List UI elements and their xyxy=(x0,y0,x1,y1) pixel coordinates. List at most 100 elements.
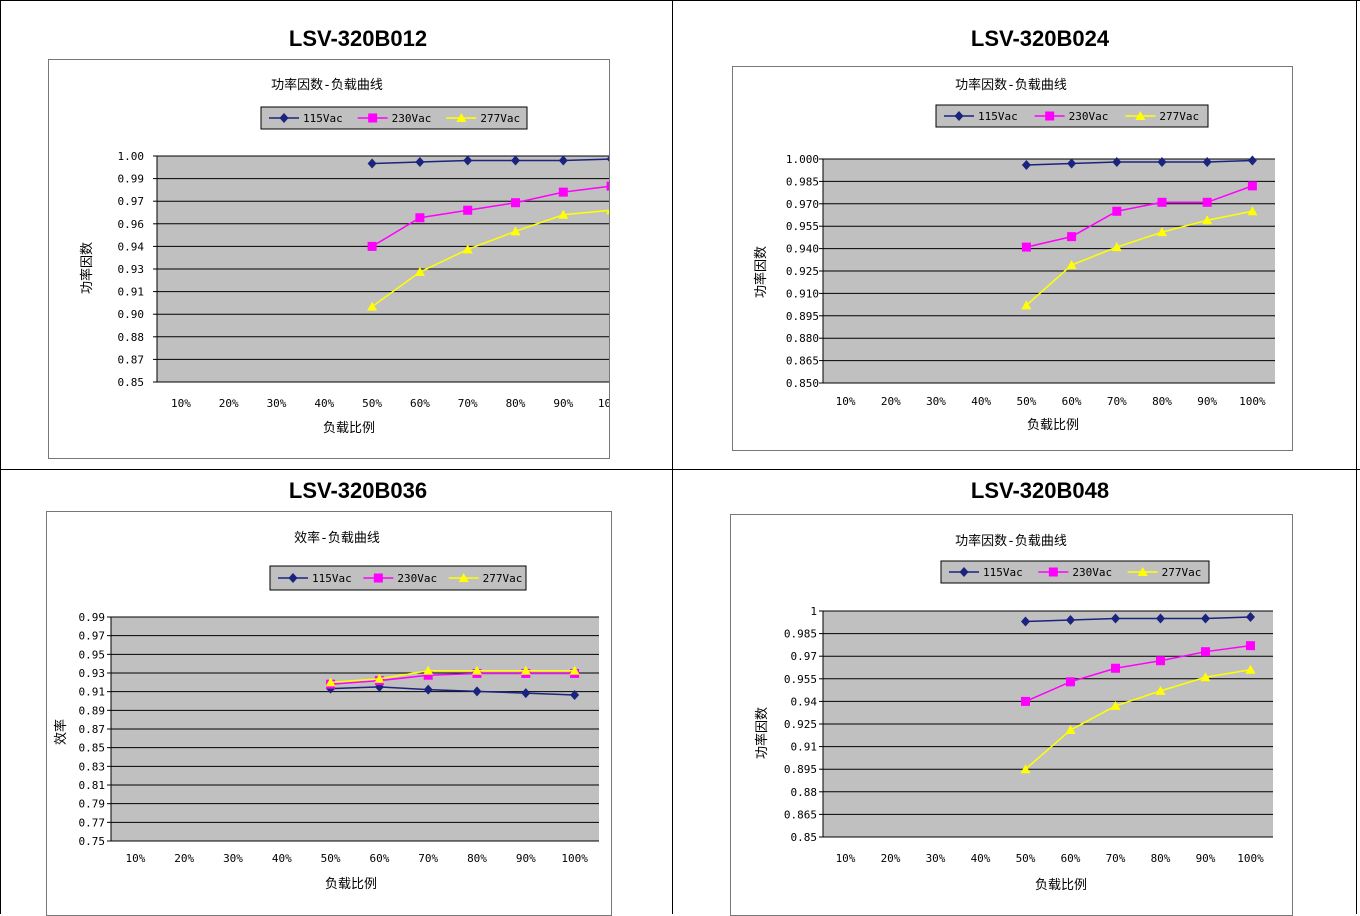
x-tick-label: 10% xyxy=(836,852,856,865)
data-point-230Vac xyxy=(1067,232,1077,242)
x-axis-label: 负载比例 xyxy=(1035,878,1087,893)
y-tick-label: 0.94 xyxy=(118,240,145,253)
x-tick-label: 50% xyxy=(362,397,382,410)
data-point-230Vac xyxy=(415,213,425,223)
data-point-277Vac xyxy=(423,665,434,675)
x-tick-label: 100% xyxy=(1239,395,1266,408)
data-point-115Vac xyxy=(472,686,482,697)
legend-label-115Vac: 115Vac xyxy=(303,112,343,125)
data-point-230Vac xyxy=(1246,641,1255,651)
data-point-277Vac xyxy=(1066,260,1077,270)
y-tick-label: 0.93 xyxy=(118,263,145,276)
x-tick-label: 40% xyxy=(971,852,991,865)
series-line-277Vac xyxy=(330,670,575,684)
y-tick-label: 0.91 xyxy=(118,286,145,299)
x-tick-label: 100% xyxy=(1237,852,1264,865)
x-tick-label: 10% xyxy=(125,852,145,865)
x-tick-label: 30% xyxy=(267,397,287,410)
x-tick-label: 60% xyxy=(1061,852,1081,865)
x-tick-label: 90% xyxy=(1196,852,1216,865)
legend-marker-115Vac xyxy=(959,567,969,577)
y-tick-label: 0.93 xyxy=(79,667,106,680)
data-point-230Vac xyxy=(511,198,520,208)
data-point-277Vac xyxy=(374,673,385,683)
data-point-277Vac xyxy=(1202,215,1213,225)
x-tick-label: 50% xyxy=(1016,395,1036,408)
x-tick-label: 10% xyxy=(836,395,856,408)
data-point-115Vac xyxy=(1067,158,1077,169)
legend-box xyxy=(260,106,528,130)
legend-marker-277Vac xyxy=(458,573,469,582)
data-point-115Vac xyxy=(1157,156,1167,167)
x-tick-label: 100% xyxy=(561,852,588,865)
data-point-230Vac xyxy=(423,670,433,680)
data-point-230Vac xyxy=(1201,647,1210,657)
x-tick-label: 80% xyxy=(467,852,487,865)
chart-svg-4: 功率因数-负载曲线 115Vac 230Vac 277Vac 0.85 0.865 0.88… xyxy=(754,533,1273,893)
legend-label-230Vac: 230Vac xyxy=(1069,110,1109,123)
y-tick-label: 0.75 xyxy=(79,835,106,848)
x-tick-label: 20% xyxy=(174,852,194,865)
x-tick-label: 80% xyxy=(506,397,526,410)
y-tick-label: 0.940 xyxy=(786,243,819,256)
data-point-230Vac xyxy=(1156,656,1165,666)
y-tick-label: 1.000 xyxy=(786,153,819,166)
y-tick-label: 0.79 xyxy=(79,798,106,811)
data-point-230Vac xyxy=(1066,677,1075,687)
x-tick-label: 20% xyxy=(219,397,239,410)
x-tick-label: 40% xyxy=(971,395,991,408)
y-axis-label: 功率因数 xyxy=(754,707,770,759)
data-point-230Vac xyxy=(367,241,377,251)
data-point-230Vac xyxy=(1247,181,1257,191)
y-tick-label: 0.81 xyxy=(79,779,106,792)
x-tick-label: 70% xyxy=(418,852,438,865)
x-tick-label: 30% xyxy=(926,852,946,865)
data-point-115Vac xyxy=(463,155,473,166)
series-line-230Vac xyxy=(1025,644,1251,703)
series-line-277Vac xyxy=(371,209,609,308)
data-point-115Vac xyxy=(558,155,568,166)
data-point-277Vac xyxy=(520,665,531,675)
data-point-230Vac xyxy=(1021,696,1030,706)
y-tick-label: 0.89 xyxy=(79,704,106,717)
chart-title: 效率-负载曲线 xyxy=(294,530,380,546)
x-tick-label: 70% xyxy=(1106,852,1126,865)
y-tick-label: 0.85 xyxy=(79,742,106,755)
data-point-277Vac xyxy=(414,267,425,277)
y-tick-label: 1 xyxy=(810,605,817,618)
y-tick-label: 0.865 xyxy=(786,355,819,368)
y-tick-label: 0.97 xyxy=(79,630,106,643)
y-tick-label: 0.96 xyxy=(118,218,145,231)
data-point-115Vac xyxy=(415,157,425,168)
data-point-277Vac xyxy=(1021,300,1032,310)
legend-label-277Vac: 277Vac xyxy=(1159,110,1199,123)
x-axis-label: 负载比例 xyxy=(325,877,377,892)
series-line-115Vac xyxy=(1026,159,1253,166)
chart-svg-3: 效率-负载曲线 115Vac 230Vac 277Vac 0.75 0.77 0.79 0.8… xyxy=(53,530,599,892)
x-tick-label: 90% xyxy=(1197,395,1217,408)
legend-label-115Vac: 115Vac xyxy=(312,572,352,585)
data-point-115Vac xyxy=(1066,615,1075,626)
data-point-277Vac xyxy=(1157,227,1167,237)
model-header-4: LSV-320B048 xyxy=(970,478,1110,503)
x-tick-label: 70% xyxy=(458,397,478,410)
series-line-115Vac xyxy=(372,158,609,165)
model-header-1: LSV-320B012 xyxy=(288,26,428,51)
y-tick-label: 0.925 xyxy=(784,718,817,731)
y-axis-label: 功率因数 xyxy=(79,242,95,294)
y-tick-label: 0.925 xyxy=(786,265,819,278)
data-point-115Vac xyxy=(606,156,609,162)
y-tick-label: 0.850 xyxy=(786,377,819,390)
data-point-115Vac xyxy=(1021,616,1030,627)
legend-label-230Vac: 230Vac xyxy=(392,112,432,125)
x-tick-label: 10% xyxy=(171,397,191,410)
y-tick-label: 0.87 xyxy=(79,723,106,736)
data-point-115Vac xyxy=(1156,613,1165,624)
data-point-277Vac xyxy=(462,244,473,254)
data-point-115Vac xyxy=(1201,613,1210,624)
x-tick-label: 60% xyxy=(410,397,430,410)
y-tick-label: 0.88 xyxy=(118,331,145,344)
legend-label-277Vac: 277Vac xyxy=(483,572,523,585)
data-point-277Vac xyxy=(367,301,378,311)
legend-marker-277Vac xyxy=(1135,111,1146,120)
